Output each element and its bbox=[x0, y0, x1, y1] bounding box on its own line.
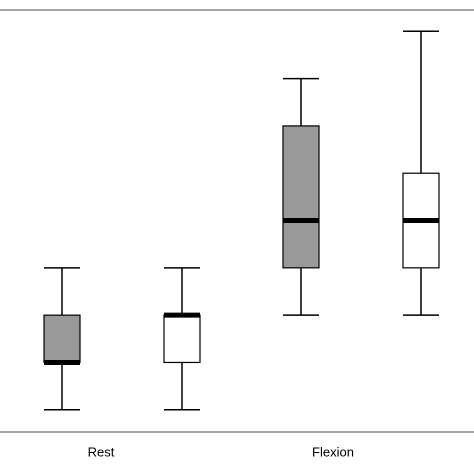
box bbox=[43, 314, 81, 364]
box bbox=[163, 314, 201, 364]
x-tick-label: Rest bbox=[88, 444, 115, 459]
box bbox=[282, 125, 320, 269]
x-tick-label: Flexion bbox=[312, 444, 354, 459]
